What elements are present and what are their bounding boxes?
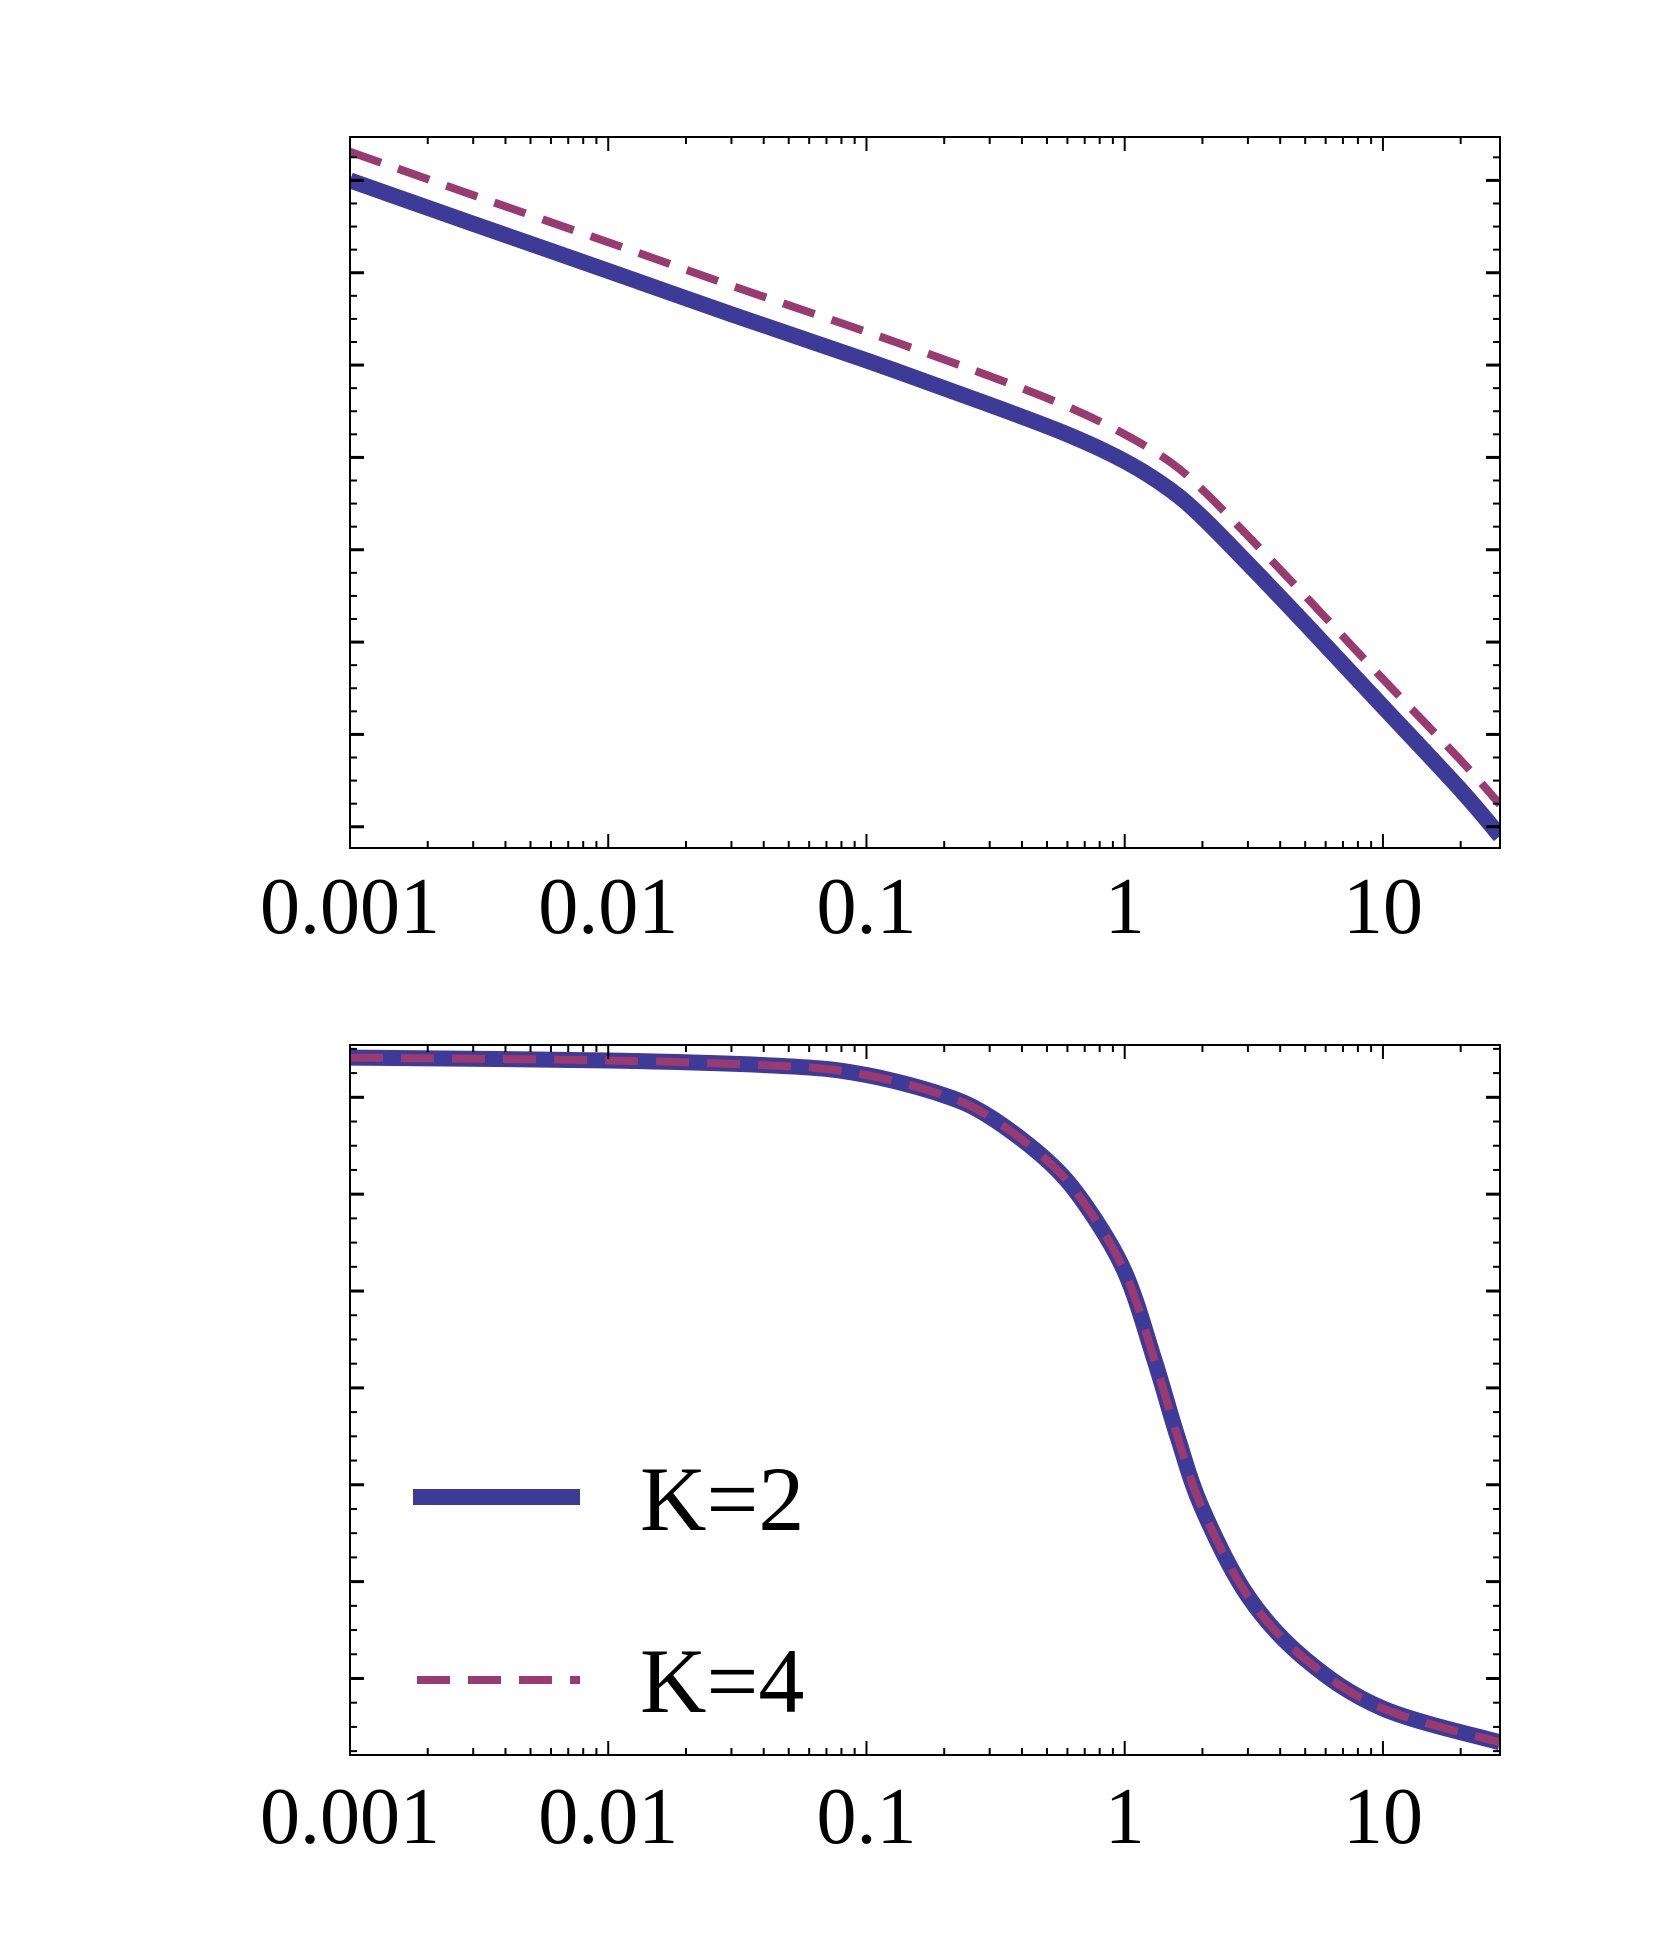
x-tick-label: 0.001 — [260, 863, 440, 951]
series-line-k2 — [350, 172, 1500, 842]
x-tick-label: 10 — [1343, 1773, 1423, 1861]
legend-label-k2: K=2 — [640, 1448, 804, 1550]
plot-frame — [349, 136, 1501, 849]
x-tick-label: 0.1 — [816, 1773, 916, 1861]
x-tick-label: 0.1 — [816, 863, 916, 951]
legend-label-k4: K=4 — [640, 1630, 804, 1732]
x-tick-label: 10 — [1343, 863, 1423, 951]
x-tick-label: 1 — [1105, 863, 1145, 951]
x-tick-label: 0.01 — [538, 1773, 678, 1861]
series-line-k4 — [350, 1053, 1500, 1747]
bottom-panel: 0.001 0.01 0.1 1 10 — [260, 1044, 1501, 1861]
plot-frame — [349, 1044, 1501, 1756]
x-tick-label: 0.01 — [538, 863, 678, 951]
series-line-k2 — [350, 1049, 1500, 1751]
legend: K=2 K=4 — [413, 1448, 804, 1732]
x-tick-label: 0.001 — [260, 1773, 440, 1861]
series-line-k4 — [350, 148, 1500, 808]
x-tick-label: 1 — [1105, 1773, 1145, 1861]
top-panel: 0.001 0.01 0.1 1 10 — [260, 136, 1501, 951]
